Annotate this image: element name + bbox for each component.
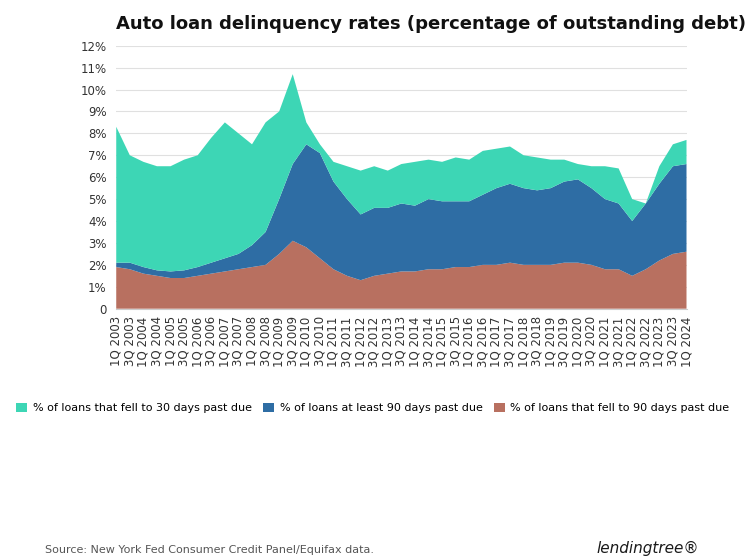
Text: lendingtree®: lendingtree® [597, 542, 700, 556]
Text: Source: New York Fed Consumer Credit Panel/Equifax data.: Source: New York Fed Consumer Credit Pan… [45, 546, 374, 556]
Text: Auto loan delinquency rates (percentage of outstanding debt): Auto loan delinquency rates (percentage … [116, 15, 745, 33]
Legend: % of loans that fell to 30 days past due, % of loans at least 90 days past due, : % of loans that fell to 30 days past due… [12, 399, 734, 418]
